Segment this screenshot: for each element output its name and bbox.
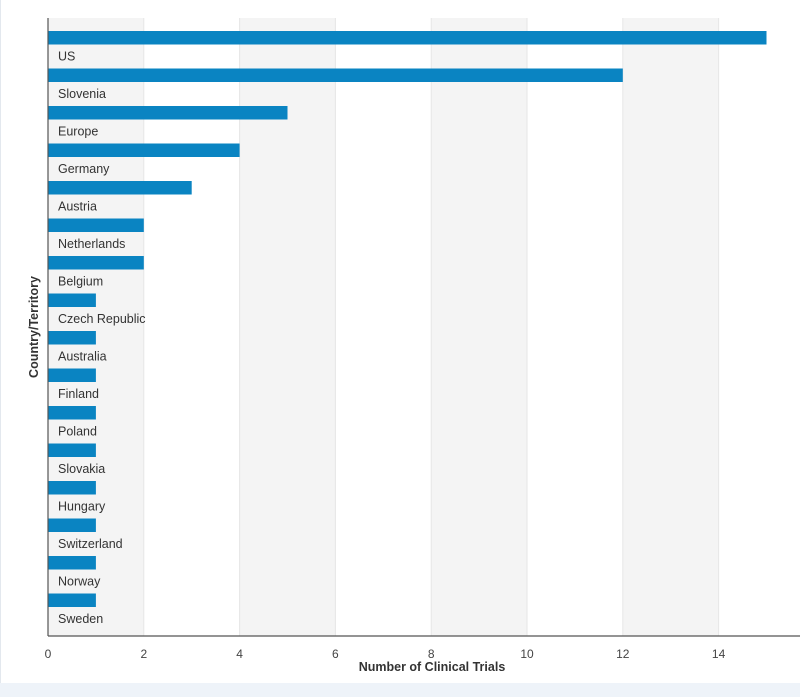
category-label: Poland: [58, 425, 97, 439]
bar[interactable]: [48, 68, 623, 83]
category-label: US: [58, 50, 75, 64]
bar[interactable]: [48, 331, 96, 345]
grid-band: [239, 18, 336, 636]
bar[interactable]: [48, 256, 144, 270]
bar[interactable]: [48, 31, 767, 45]
category-label: Czech Republic: [58, 312, 146, 326]
grid-band: [622, 18, 719, 636]
bars: [48, 31, 767, 607]
bar[interactable]: [48, 143, 240, 158]
bar[interactable]: [48, 218, 144, 233]
x-tick-label: 8: [428, 647, 435, 661]
grid-band: [48, 18, 144, 636]
bar-chart: US Slovenia Europe Germany Austria Netherland…: [27, 18, 800, 674]
category-label: Switzerland: [58, 537, 123, 551]
category-label: Slovakia: [58, 462, 105, 476]
bar[interactable]: [48, 368, 96, 383]
y-axis-title: Country/Territory: [27, 276, 41, 378]
bar[interactable]: [48, 518, 96, 533]
category-label: Sweden: [58, 612, 103, 626]
x-tick-label: 4: [236, 647, 243, 661]
category-label: Norway: [58, 575, 101, 589]
category-label: Netherlands: [58, 237, 125, 251]
x-axis-title: Number of Clinical Trials: [359, 660, 506, 674]
category-label: Slovenia: [58, 87, 106, 101]
bar[interactable]: [48, 443, 96, 458]
category-label: Austria: [58, 200, 97, 214]
x-tick-label: 14: [712, 647, 726, 661]
category-label: Finland: [58, 387, 99, 401]
x-tick-label: 2: [140, 647, 147, 661]
category-label: Europe: [58, 125, 98, 139]
category-label: Hungary: [58, 500, 106, 514]
bar[interactable]: [48, 406, 96, 420]
x-tick-label: 6: [332, 647, 339, 661]
category-label: Belgium: [58, 275, 103, 289]
category-labels: US Slovenia Europe Germany Austria Netherland…: [58, 50, 146, 627]
chart-panel: US Slovenia Europe Germany Austria Netherland…: [0, 0, 800, 683]
bar[interactable]: [48, 293, 96, 308]
bar[interactable]: [48, 481, 96, 495]
x-tick-label: 12: [616, 647, 630, 661]
grid-band: [431, 18, 527, 636]
category-label: Germany: [58, 162, 110, 176]
bar[interactable]: [48, 181, 192, 195]
bar[interactable]: [48, 593, 96, 608]
bar[interactable]: [48, 556, 96, 570]
x-tick-label: 10: [520, 647, 534, 661]
x-tick-label: 0: [45, 647, 52, 661]
grid-bands: [48, 18, 720, 636]
x-tick-labels: 0 2 4 6 8 10 12 14: [45, 647, 726, 661]
category-label: Australia: [58, 350, 107, 364]
bar[interactable]: [48, 106, 288, 120]
